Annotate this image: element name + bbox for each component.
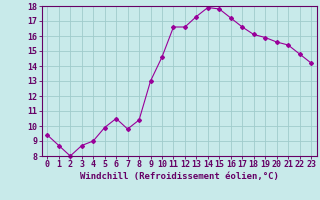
X-axis label: Windchill (Refroidissement éolien,°C): Windchill (Refroidissement éolien,°C) xyxy=(80,172,279,181)
